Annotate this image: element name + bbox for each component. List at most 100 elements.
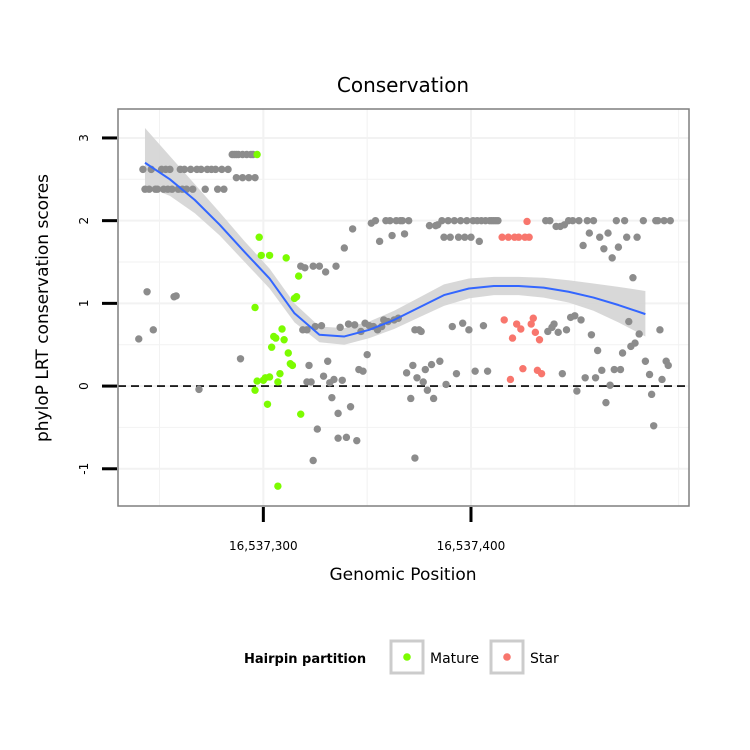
- point-mature: [267, 343, 276, 351]
- point-other: [388, 231, 396, 240]
- point-star: [512, 320, 521, 328]
- point-mature: [294, 272, 303, 280]
- point-other: [585, 229, 594, 237]
- point-other: [201, 185, 209, 193]
- point-star: [535, 336, 544, 344]
- point-other: [309, 262, 317, 270]
- point-star: [498, 233, 506, 241]
- point-mature: [263, 400, 272, 408]
- point-other: [189, 185, 197, 193]
- point-other: [404, 216, 413, 225]
- point-other: [238, 173, 247, 182]
- point-star: [519, 365, 527, 373]
- point-other: [305, 361, 313, 370]
- point-star: [531, 328, 540, 337]
- point-other: [398, 216, 407, 225]
- point-other: [386, 216, 394, 225]
- point-other: [606, 381, 614, 389]
- point-mature: [274, 378, 282, 386]
- point-other: [598, 366, 606, 375]
- point-other: [153, 185, 162, 193]
- point-star: [537, 369, 546, 378]
- point-other: [411, 454, 419, 462]
- x-axis-label: Genomic Position: [329, 565, 476, 585]
- point-mature: [255, 233, 263, 241]
- point-other: [616, 365, 625, 374]
- point-other: [195, 385, 203, 394]
- point-other: [650, 422, 658, 430]
- point-other: [558, 369, 567, 378]
- point-other: [635, 330, 643, 338]
- point-other: [334, 434, 342, 442]
- point-mature: [272, 334, 280, 342]
- point-star: [525, 233, 533, 241]
- point-other: [407, 394, 415, 403]
- point-other: [315, 262, 324, 270]
- point-mature: [253, 377, 261, 385]
- point-other: [583, 216, 591, 225]
- point-other: [417, 327, 425, 336]
- point-other: [342, 433, 351, 442]
- point-other: [446, 233, 454, 241]
- point-other: [197, 165, 205, 174]
- point-other: [338, 376, 346, 384]
- point-other: [645, 370, 654, 379]
- point-other: [149, 326, 157, 334]
- point-other: [618, 349, 627, 357]
- point-other: [494, 216, 502, 225]
- points-layer: [135, 150, 675, 490]
- point-other: [328, 393, 336, 402]
- point-other: [346, 403, 355, 411]
- point-other: [353, 436, 361, 445]
- point-mature: [265, 251, 274, 260]
- point-mature: [276, 369, 284, 378]
- point-other: [143, 288, 151, 296]
- point-other: [591, 374, 600, 382]
- point-other: [375, 237, 384, 246]
- point-other: [371, 216, 380, 225]
- y-tick-label: -1: [77, 463, 91, 475]
- point-other: [419, 378, 427, 386]
- point-other: [633, 233, 641, 241]
- point-other: [562, 326, 571, 334]
- point-other: [602, 398, 610, 407]
- point-other: [579, 241, 587, 250]
- point-other: [463, 216, 471, 225]
- point-mature: [280, 336, 288, 344]
- point-other: [550, 320, 558, 328]
- point-other: [245, 173, 253, 182]
- point-other: [180, 165, 189, 174]
- smooth-line: [144, 161, 646, 338]
- point-mature: [274, 482, 282, 490]
- point-other: [554, 328, 562, 337]
- point-other: [317, 321, 326, 330]
- y-tick-label: 1: [77, 300, 91, 308]
- point-other: [573, 387, 581, 395]
- smooth-line-layer: [144, 161, 646, 338]
- point-other: [608, 254, 616, 262]
- x-tick-label: 16,537,400: [437, 539, 506, 553]
- point-other: [610, 365, 618, 374]
- point-other: [614, 243, 623, 251]
- point-other: [631, 339, 639, 347]
- point-star: [500, 316, 508, 324]
- point-other: [639, 216, 648, 225]
- point-other: [587, 331, 596, 339]
- point-other: [571, 312, 579, 320]
- point-other: [452, 369, 461, 378]
- point-other: [604, 229, 612, 237]
- point-other: [471, 367, 479, 375]
- point-other: [596, 233, 604, 241]
- point-other: [620, 216, 629, 225]
- point-other: [440, 233, 448, 241]
- legend-dot-mature: [403, 653, 411, 661]
- point-other: [409, 361, 417, 370]
- point-other: [577, 316, 585, 324]
- axes-layer: -1 0 1 2 3 16,537,300 16,537,400: [77, 134, 505, 553]
- point-other: [218, 165, 226, 174]
- point-other: [313, 425, 322, 433]
- point-other: [641, 357, 650, 365]
- point-mature: [253, 150, 261, 159]
- point-other: [625, 317, 633, 326]
- point-mature: [284, 349, 292, 357]
